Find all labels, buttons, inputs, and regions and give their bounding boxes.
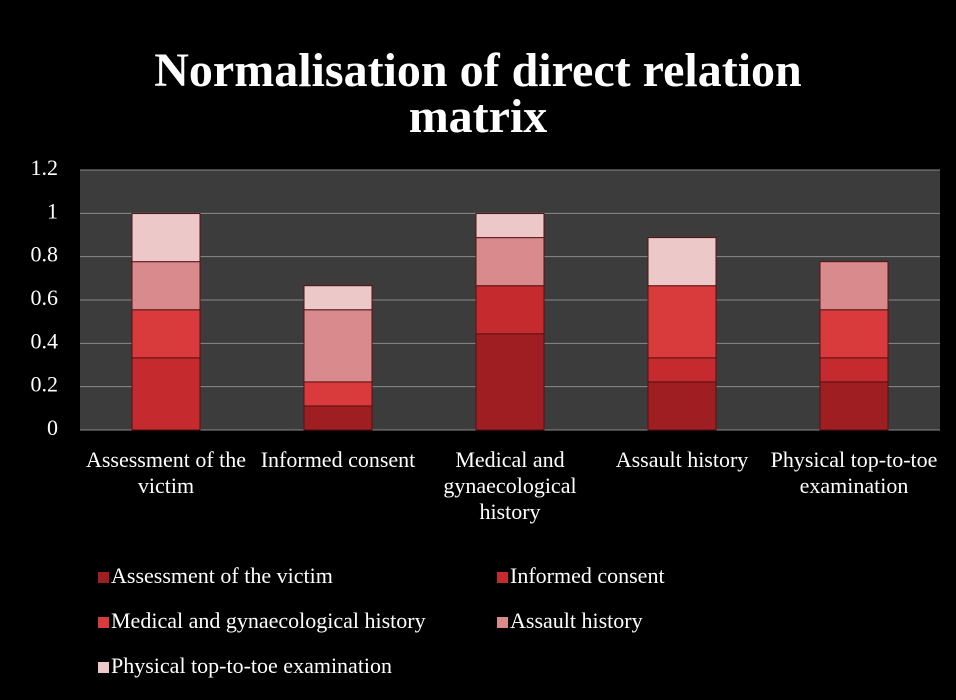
y-tick-label: 1 [47,198,58,223]
y-tick-label: 0.2 [31,372,59,397]
x-tick-label: Informed consent [261,447,416,472]
bar-segment [475,333,545,431]
legend-label: Assault history [510,608,643,633]
bar-segment [131,261,201,311]
legend-swatch [98,662,109,673]
y-tick-label: 0 [47,415,58,440]
x-tick-label: Physical top-to-toe examination [771,447,938,498]
y-tick-label: 0.6 [31,285,59,310]
bar-segment [819,357,889,383]
bar-segment [647,285,717,359]
legend-label: Assessment of the victim [111,563,333,588]
bar-segment [303,381,373,407]
legend-swatch [497,572,508,583]
legend-label: Physical top-to-toe examination [111,653,392,678]
legend-label: Medical and gynaecological history [111,608,426,633]
legend-swatch [98,572,109,583]
bar-segment [647,237,717,287]
y-tick-label: 1.2 [31,155,59,180]
legend-swatch [497,617,508,628]
bar-segment [303,405,373,431]
y-tick-label: 0.8 [31,242,59,267]
bar-segment [131,213,201,263]
bar-segment [819,381,889,431]
x-tick-label: Assessment of the victim [86,447,246,498]
y-tick-label: 0.4 [31,328,59,353]
bar-segment [819,309,889,359]
x-tick-label: Assault history [616,447,749,472]
bar-segment [475,285,545,335]
legend-label: Informed consent [510,563,665,588]
bar-segment [647,381,717,431]
x-tick-label: Medical and gynaecological history [443,447,576,524]
bar-segment [303,309,373,383]
bar-segment [475,237,545,287]
bar-segment [475,213,545,239]
bar-segment [131,357,201,431]
chart-title: Normalisation of direct relation matrix [154,44,801,143]
legend-swatch [98,617,109,628]
bar-segment [303,285,373,311]
bar-segment [131,309,201,359]
bar-segment [819,261,889,311]
bar-segment [647,357,717,383]
